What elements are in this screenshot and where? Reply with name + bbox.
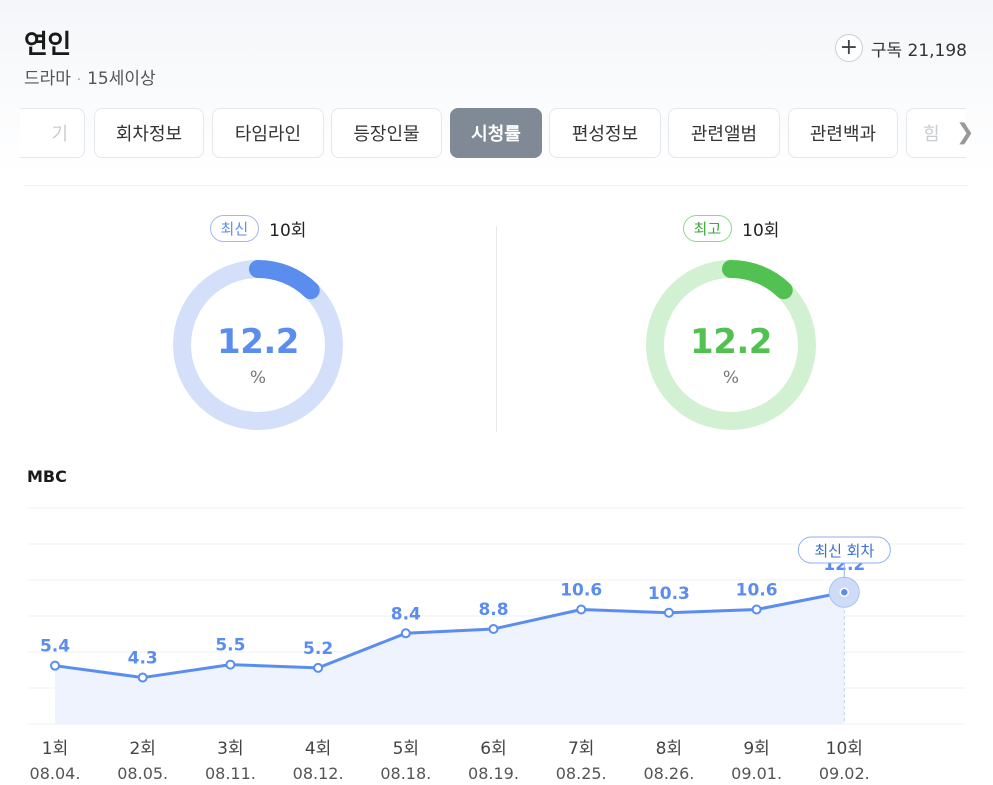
area-fill bbox=[55, 592, 845, 724]
age-rating: 15세이상 bbox=[87, 69, 156, 89]
chevron-right-icon[interactable]: ❯ bbox=[956, 120, 975, 145]
program-meta: 드라마 · 15세이상 bbox=[24, 64, 156, 89]
data-label: 4.3 bbox=[128, 649, 158, 669]
data-label: 8.8 bbox=[478, 600, 508, 620]
x-date-label: 09.01. bbox=[731, 764, 782, 783]
section-divider bbox=[24, 185, 968, 186]
tab-partial-right[interactable]: 힘 bbox=[906, 108, 966, 158]
data-label: 10.6 bbox=[560, 581, 602, 601]
x-tick-label: 1회 bbox=[42, 739, 68, 759]
data-point bbox=[576, 604, 587, 615]
tab-ratings[interactable]: 시청률 bbox=[450, 108, 542, 158]
x-date-label: 09.02. bbox=[819, 764, 870, 783]
latest-episode-tag bbox=[797, 536, 891, 564]
x-tick-label: 7회 bbox=[568, 739, 594, 759]
program-title: 연인 bbox=[24, 30, 71, 60]
x-tick-label: 5회 bbox=[393, 739, 419, 759]
plus-icon: + bbox=[834, 34, 863, 62]
best-badge: 최고 bbox=[682, 215, 733, 242]
data-point bbox=[225, 659, 236, 670]
latest-ring-progress bbox=[173, 260, 343, 430]
tab-episode-info[interactable]: 회차정보 bbox=[94, 108, 204, 158]
x-tick-label: 6회 bbox=[480, 739, 506, 759]
channel-label: MBC bbox=[27, 467, 67, 486]
tab-partial-left[interactable]: 기 bbox=[20, 108, 85, 158]
x-tick-label: 3회 bbox=[217, 739, 243, 759]
latest-rating-unit: % bbox=[249, 368, 267, 388]
latest-badge: 최신 bbox=[209, 215, 260, 242]
tab-encyclopedia[interactable]: 관련백과 bbox=[788, 108, 898, 158]
subscribe-label: 구독 21,198 bbox=[870, 40, 967, 61]
latest-episode-tag-label: 최신 회차 bbox=[814, 542, 874, 560]
best-episode: 10회 bbox=[742, 221, 780, 241]
data-label: 8.4 bbox=[391, 604, 421, 624]
data-point bbox=[400, 628, 411, 639]
data-label: 5.2 bbox=[303, 639, 333, 659]
best-ring-progress bbox=[646, 260, 816, 430]
x-date-label: 08.05. bbox=[117, 764, 168, 783]
latest-rating-header: 최신 10회 bbox=[128, 215, 388, 242]
x-date-label: 08.26. bbox=[643, 764, 694, 783]
best-ring bbox=[646, 260, 816, 430]
best-rating-gauge: 최고 10회 12.2 % bbox=[601, 210, 861, 440]
tab-schedule[interactable]: 편성정보 bbox=[549, 108, 661, 158]
data-point bbox=[751, 604, 762, 615]
data-point bbox=[488, 623, 499, 634]
series-line bbox=[54, 590, 845, 680]
tab-characters[interactable]: 등장인물 bbox=[331, 108, 442, 158]
x-date-label: 08.19. bbox=[468, 764, 519, 783]
best-rating-value: 12.2 bbox=[690, 322, 772, 362]
gauge-separator bbox=[496, 226, 497, 432]
tab-timeline[interactable]: 타임라인 bbox=[212, 108, 324, 158]
x-tick-label: 8회 bbox=[656, 739, 682, 759]
tab-bar: ❮ 기 회차정보 타임라인 등장인물 시청률 편성정보 관련앨범 관련백과 힘 … bbox=[0, 108, 993, 162]
data-point bbox=[839, 587, 850, 597]
x-date-label: 08.25. bbox=[556, 764, 607, 783]
latest-rating-value: 12.2 bbox=[217, 322, 299, 362]
data-point bbox=[137, 672, 148, 683]
latest-rating-gauge: 최신 10회 12.2 % bbox=[128, 210, 388, 440]
x-tick-label: 9회 bbox=[743, 739, 769, 759]
ratings-line-chart: 5.4 1회 08.04. 4.3 2회 08.05. 5.5 3회 08.11. 5.2 4회 08… bbox=[28, 507, 965, 783]
data-label: 5.5 bbox=[215, 636, 245, 656]
latest-episode: 10회 bbox=[269, 221, 307, 241]
x-tick-label: 2회 bbox=[129, 739, 155, 759]
data-label: 10.6 bbox=[736, 581, 778, 601]
subscribe-button[interactable]: + 구독 21,198 bbox=[834, 34, 967, 62]
data-point bbox=[313, 662, 324, 673]
latest-ring bbox=[173, 260, 343, 430]
x-date-label: 08.18. bbox=[380, 764, 431, 783]
x-date-label: 08.11. bbox=[205, 764, 256, 783]
genre-label: 드라마 bbox=[24, 69, 71, 89]
x-tick-label: 10회 bbox=[826, 739, 863, 759]
best-rating-header: 최고 10회 bbox=[601, 215, 861, 242]
data-point bbox=[50, 660, 60, 671]
tab-albums[interactable]: 관련앨범 bbox=[668, 108, 780, 158]
data-label: 5.4 bbox=[40, 637, 70, 657]
data-label: 10.3 bbox=[648, 584, 690, 604]
x-date-label: 08.04. bbox=[30, 764, 81, 783]
data-point bbox=[663, 607, 674, 618]
meta-separator: · bbox=[76, 73, 82, 88]
x-date-label: 08.12. bbox=[293, 764, 344, 783]
best-rating-unit: % bbox=[722, 368, 740, 388]
x-tick-label: 4회 bbox=[305, 739, 331, 759]
